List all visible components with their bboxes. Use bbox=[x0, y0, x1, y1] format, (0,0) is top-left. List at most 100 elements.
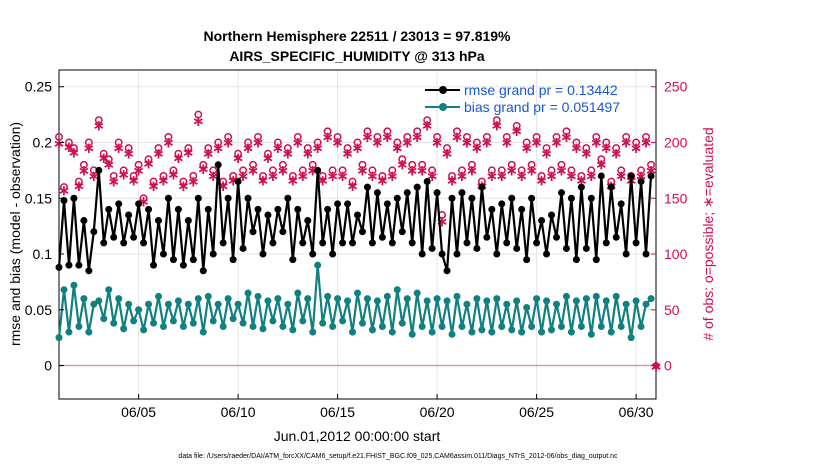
rmse-point bbox=[70, 194, 78, 202]
rmse-point bbox=[299, 239, 307, 247]
obs-possible-marker bbox=[612, 144, 621, 153]
bias-point bbox=[622, 300, 630, 308]
rmse-point bbox=[254, 205, 262, 213]
x-axis-label: Jun.01,2012 00:00:00 start bbox=[274, 428, 441, 444]
obs-evaluated-marker: ∗ bbox=[555, 161, 568, 179]
rmse-point bbox=[448, 194, 456, 202]
bias-point bbox=[304, 295, 312, 303]
obs-possible-marker bbox=[308, 160, 317, 169]
y2-tick-label: 100 bbox=[664, 246, 688, 262]
bias-point bbox=[289, 326, 297, 334]
obs-possible-marker bbox=[144, 155, 153, 164]
bias-point bbox=[453, 292, 461, 300]
rmse-point bbox=[80, 217, 88, 225]
rmse-point bbox=[145, 205, 153, 213]
obs-evaluated-marker: ∗ bbox=[595, 156, 608, 174]
bias-point bbox=[324, 292, 332, 300]
rmse-point bbox=[453, 250, 461, 258]
bias-point bbox=[254, 292, 262, 300]
y-tick-label: 0.05 bbox=[25, 302, 52, 318]
obs-evaluated-marker: ∗ bbox=[127, 171, 140, 189]
obs-possible-marker bbox=[174, 149, 183, 158]
obs-possible-marker bbox=[114, 138, 123, 147]
bias-point bbox=[647, 295, 655, 303]
obs-evaluated-marker: ∗ bbox=[431, 133, 444, 151]
bias-point bbox=[473, 295, 481, 303]
obs-possible-marker bbox=[179, 177, 188, 186]
obs-possible-marker bbox=[333, 132, 342, 141]
bias-point bbox=[140, 326, 148, 334]
bias-point bbox=[572, 297, 580, 305]
rmse-point bbox=[269, 239, 277, 247]
bias-point bbox=[239, 319, 247, 327]
bias-point bbox=[632, 297, 640, 305]
bias-point bbox=[249, 323, 257, 331]
obs-evaluated-marker: ∗ bbox=[117, 166, 130, 184]
obs-possible-marker bbox=[512, 121, 521, 130]
bias-point bbox=[543, 297, 551, 305]
obs-evaluated-marker: ∗ bbox=[202, 145, 215, 163]
bias-point bbox=[408, 330, 416, 338]
grid bbox=[59, 70, 656, 399]
bias-series bbox=[55, 261, 655, 342]
obs-possible-marker bbox=[472, 138, 481, 147]
obs-possible-marker bbox=[109, 171, 118, 180]
legend: rmse grand pr = 0.13442 bias grand pr = … bbox=[425, 82, 620, 115]
obs-possible-marker bbox=[572, 138, 581, 147]
obs-possible-marker bbox=[249, 160, 257, 169]
obs-evaluated-marker: ∗ bbox=[505, 161, 518, 179]
obs-possible-marker bbox=[532, 132, 541, 141]
obs-evaluated-marker: ∗ bbox=[336, 167, 349, 185]
bias-point bbox=[612, 292, 620, 300]
plot-frame bbox=[58, 69, 657, 400]
rmse-point bbox=[105, 205, 113, 213]
obs-evaluated-marker: ∗ bbox=[560, 128, 573, 146]
obs-evaluated-marker: ∗ bbox=[640, 133, 653, 151]
bias-point bbox=[224, 295, 232, 303]
obs-end-star: ∗ bbox=[650, 358, 663, 376]
rmse-point bbox=[284, 194, 292, 202]
obs-possible-marker bbox=[229, 171, 238, 180]
rmse-point bbox=[214, 161, 222, 169]
obs-evaluated-marker: ∗ bbox=[107, 172, 120, 190]
obs-possible-marker bbox=[587, 166, 596, 175]
obs-possible-marker bbox=[368, 166, 377, 175]
y2-tick-label: 250 bbox=[664, 79, 688, 95]
rmse-point bbox=[354, 211, 361, 219]
obs-evaluated-marker: ∗ bbox=[132, 161, 145, 179]
bias-point bbox=[269, 317, 277, 325]
obs-evaluated-marker: ∗ bbox=[212, 139, 225, 157]
obs-possible-marker bbox=[353, 138, 362, 147]
bias-point bbox=[55, 334, 63, 342]
obs-possible-marker bbox=[398, 155, 407, 164]
rmse-point bbox=[617, 200, 625, 208]
bias-point bbox=[85, 328, 93, 336]
bias-point bbox=[592, 292, 600, 300]
obs-possible-marker bbox=[84, 138, 93, 147]
bias-point bbox=[150, 319, 158, 327]
rmse-point bbox=[229, 256, 237, 264]
obs-possible-marker bbox=[298, 166, 307, 175]
obs-possible-marker bbox=[552, 132, 561, 141]
obs-evaluated-marker: ∗ bbox=[267, 167, 280, 185]
obs-possible-marker bbox=[537, 171, 546, 180]
obs-possible-marker bbox=[597, 155, 606, 164]
bias-point bbox=[130, 317, 138, 325]
obs-possible-marker bbox=[507, 160, 516, 169]
obs-possible-marker bbox=[502, 132, 511, 141]
obs-evaluated-marker: ∗ bbox=[192, 112, 205, 130]
obs-evaluated-marker: ∗ bbox=[456, 167, 469, 185]
rmse-point bbox=[488, 205, 496, 213]
obs-evaluated-marker: ∗ bbox=[481, 133, 494, 151]
bias-point bbox=[597, 323, 605, 331]
bias-point bbox=[483, 297, 491, 305]
obs-possible-marker bbox=[209, 166, 218, 175]
bias-point bbox=[169, 317, 177, 325]
obs-possible-marker bbox=[283, 144, 292, 153]
rmse-point bbox=[602, 239, 610, 247]
obs-possible-marker bbox=[463, 132, 471, 141]
obs-possible-marker bbox=[647, 160, 655, 169]
obs-evaluated-marker: ∗ bbox=[321, 128, 334, 146]
rmse-point bbox=[358, 228, 366, 236]
rmse-point bbox=[557, 189, 565, 197]
